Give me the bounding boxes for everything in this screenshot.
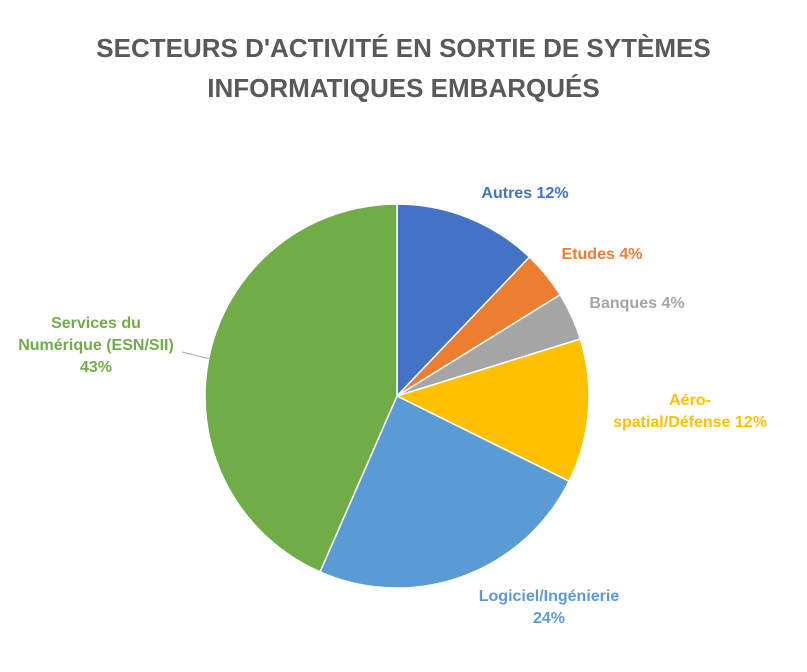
pie-slice-0: [396, 203, 531, 398]
pie-label-2: Banques 4%: [589, 295, 684, 312]
pie-label-3: Aéro-spatial/Défense 12%: [613, 392, 767, 431]
pie-label-4-line-1: 24%: [533, 610, 565, 627]
pie-label-1-line-0: Etudes 4%: [562, 246, 643, 263]
chart-title-line-1: SECTEURS D'ACTIVITÉ EN SORTIE DE SYTÈMES: [96, 33, 711, 63]
pie-label-3-line-1: spatial/Défense 12%: [613, 414, 767, 431]
pie-labels: Autres 12% Etudes 4% Banques 4% Aéro-spatia…: [18, 185, 767, 627]
pie-label-3-line-0: Aéro-: [669, 392, 711, 409]
chart-title: SECTEURS D'ACTIVITÉ EN SORTIE DE SYTÈMES…: [0, 28, 807, 108]
pie-label-5-line-2: 43%: [80, 359, 112, 376]
pie-label-5: Services du Numérique (ESN/SII) 43%: [18, 315, 174, 376]
chart-title-line-2: INFORMATIQUES EMBARQUÉS: [207, 73, 600, 103]
pie-label-4-line-0: Logiciel/Ingénierie: [479, 588, 620, 605]
pie-label-0: Autres 12%: [481, 185, 568, 202]
pie-slice-3: [394, 338, 590, 483]
pie-slice-5: [204, 203, 398, 573]
pie-slices: [204, 203, 590, 589]
pie-label-5-line-0: Services du: [51, 315, 141, 332]
pie-slice-4: [319, 394, 571, 589]
pie-label-4: Logiciel/Ingénierie 24%: [479, 588, 620, 627]
pie-label-5-line-1: Numérique (ESN/SII): [18, 337, 174, 354]
pie-label-2-line-0: Banques 4%: [589, 295, 684, 312]
leader-lines: [181, 351, 210, 360]
pie-label-0-line-0: Autres 12%: [481, 185, 568, 202]
leader-line-5: [181, 351, 210, 360]
pie-label-1: Etudes 4%: [562, 246, 643, 263]
